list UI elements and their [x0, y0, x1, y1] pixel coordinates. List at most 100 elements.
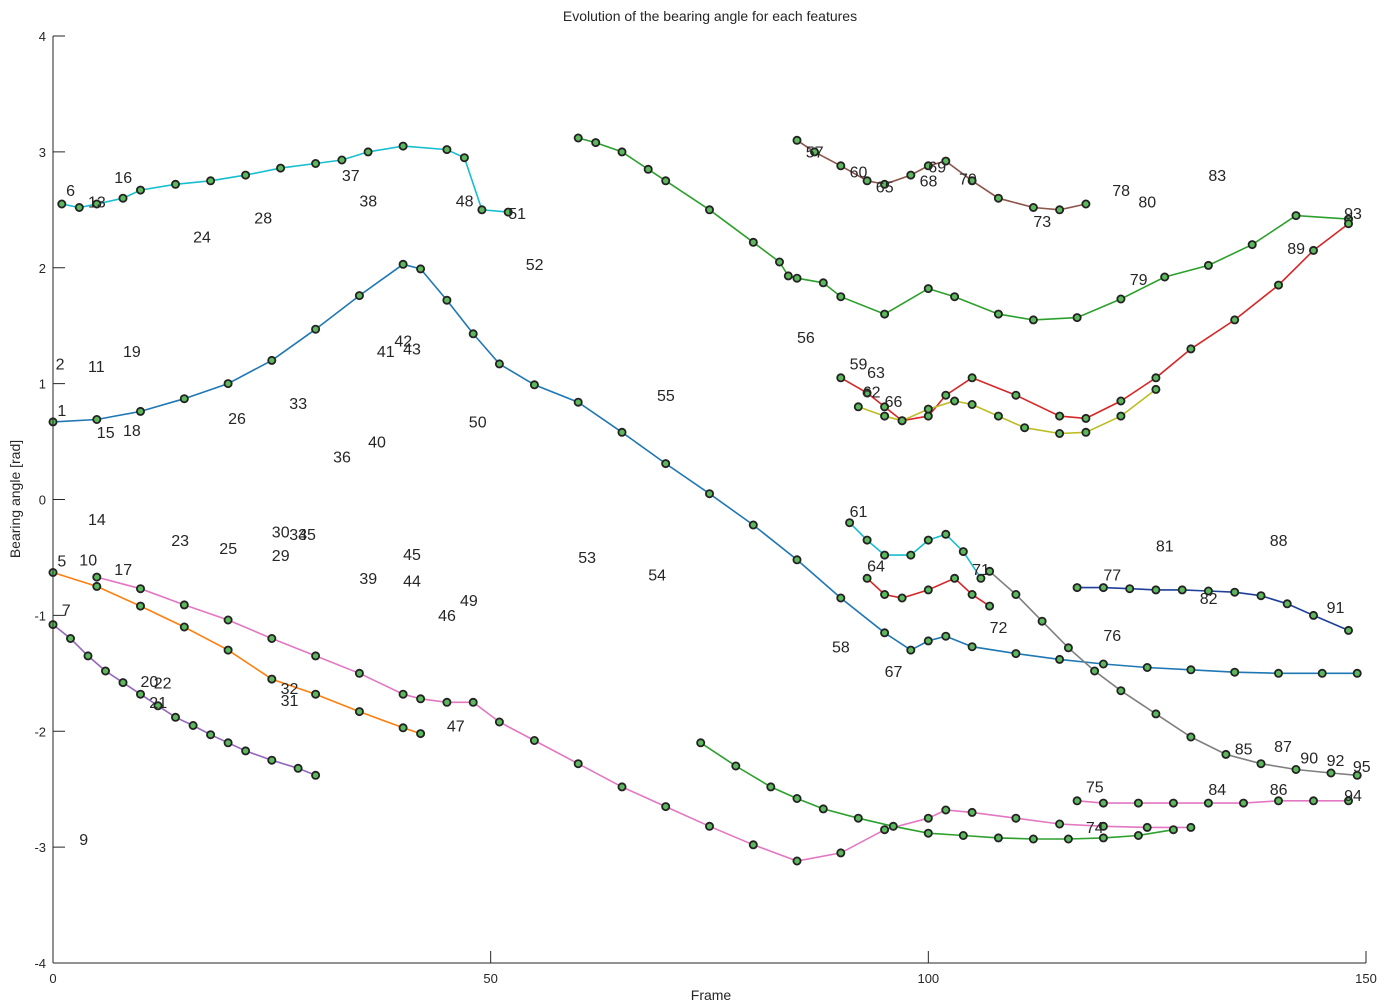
feature-label: 37: [342, 168, 360, 185]
data-point: [941, 156, 951, 166]
data-point: [1011, 390, 1021, 400]
data-point: [416, 264, 426, 274]
data-point: [862, 176, 872, 186]
feature-label: 84: [1208, 782, 1226, 799]
data-point: [818, 278, 828, 288]
feature-label: 72: [990, 620, 1008, 637]
data-point: [1317, 668, 1327, 678]
feature-label: 53: [578, 550, 596, 567]
data-point: [1098, 821, 1108, 831]
data-point: [1247, 240, 1257, 250]
feature-label: 95: [1353, 759, 1371, 776]
y-tick-label: 0: [39, 493, 46, 508]
feature-label: 19: [123, 344, 141, 361]
feature-label: 77: [1103, 568, 1121, 585]
data-point: [836, 292, 846, 302]
series-line: [577, 137, 1349, 321]
data-point: [83, 651, 93, 661]
feature-label: 36: [333, 449, 351, 466]
x-tick-label: 0: [49, 971, 56, 986]
data-point: [1125, 584, 1135, 594]
data-point: [853, 402, 863, 412]
data-point: [1282, 599, 1292, 609]
data-point: [1063, 834, 1073, 844]
data-point: [993, 411, 1003, 421]
data-point: [705, 489, 715, 499]
data-point: [573, 133, 583, 143]
data-point: [1020, 423, 1030, 433]
data-point: [967, 176, 977, 186]
data-point: [398, 141, 408, 151]
data-point: [696, 738, 706, 748]
data-point: [1168, 798, 1178, 808]
data-point: [1344, 219, 1354, 229]
data-point: [1142, 822, 1152, 832]
data-point: [941, 390, 951, 400]
data-point: [468, 329, 478, 339]
data-point: [617, 427, 627, 437]
data-point: [1055, 428, 1065, 438]
y-tick-label: 2: [39, 261, 46, 276]
feature-label: 56: [797, 330, 815, 347]
feature-label: 79: [1130, 272, 1148, 289]
plot-area: 1256791011131415161718192021222324252628…: [48, 133, 1371, 866]
data-point: [416, 694, 426, 704]
data-point: [293, 763, 303, 773]
feature-label: 43: [403, 342, 421, 359]
data-point: [1230, 667, 1240, 677]
data-point: [958, 547, 968, 557]
data-point: [1028, 202, 1038, 212]
feature-label: 71: [972, 562, 990, 579]
feature-label: 46: [438, 608, 456, 625]
data-point: [1309, 245, 1319, 255]
data-point: [179, 394, 189, 404]
data-point: [880, 628, 890, 638]
data-point: [223, 379, 233, 389]
data-point: [923, 585, 933, 595]
feature-label: 85: [1235, 741, 1253, 758]
data-point: [617, 147, 627, 157]
feature-label: 10: [79, 553, 97, 570]
data-point: [906, 645, 916, 655]
data-point: [494, 717, 504, 727]
data-point: [398, 259, 408, 269]
data-point: [267, 755, 277, 765]
data-point: [880, 550, 890, 560]
data-point: [880, 309, 890, 319]
data-point: [880, 825, 890, 835]
feature-label: 76: [1103, 628, 1121, 645]
data-point: [1168, 825, 1178, 835]
feature-label: 82: [1200, 591, 1218, 608]
feature-label: 51: [508, 206, 526, 223]
data-point: [967, 807, 977, 817]
data-point: [503, 207, 513, 217]
data-point: [179, 622, 189, 632]
data-point: [783, 271, 793, 281]
data-point: [923, 161, 933, 171]
data-point: [276, 163, 286, 173]
data-point: [1203, 586, 1213, 596]
series-line: [52, 263, 1358, 675]
data-point: [923, 535, 933, 545]
data-point: [311, 770, 321, 780]
data-point: [923, 284, 933, 294]
data-point: [1151, 709, 1161, 719]
data-point: [1160, 272, 1170, 282]
feature-label: 54: [648, 568, 666, 585]
data-point: [223, 645, 233, 655]
data-point: [267, 355, 277, 365]
data-point: [1133, 798, 1143, 808]
data-point: [311, 689, 321, 699]
data-point: [748, 237, 758, 247]
feature-label: 67: [885, 664, 903, 681]
feature-label: 91: [1327, 600, 1345, 617]
feature-label: 69: [928, 160, 946, 177]
data-point: [1081, 199, 1091, 209]
data-point: [1151, 373, 1161, 383]
x-tick-label: 100: [917, 971, 939, 986]
feature-label: 47: [447, 718, 465, 735]
feature-label: 90: [1300, 751, 1318, 768]
data-point: [170, 179, 180, 189]
feature-label: 80: [1138, 195, 1156, 212]
data-point: [92, 581, 102, 591]
